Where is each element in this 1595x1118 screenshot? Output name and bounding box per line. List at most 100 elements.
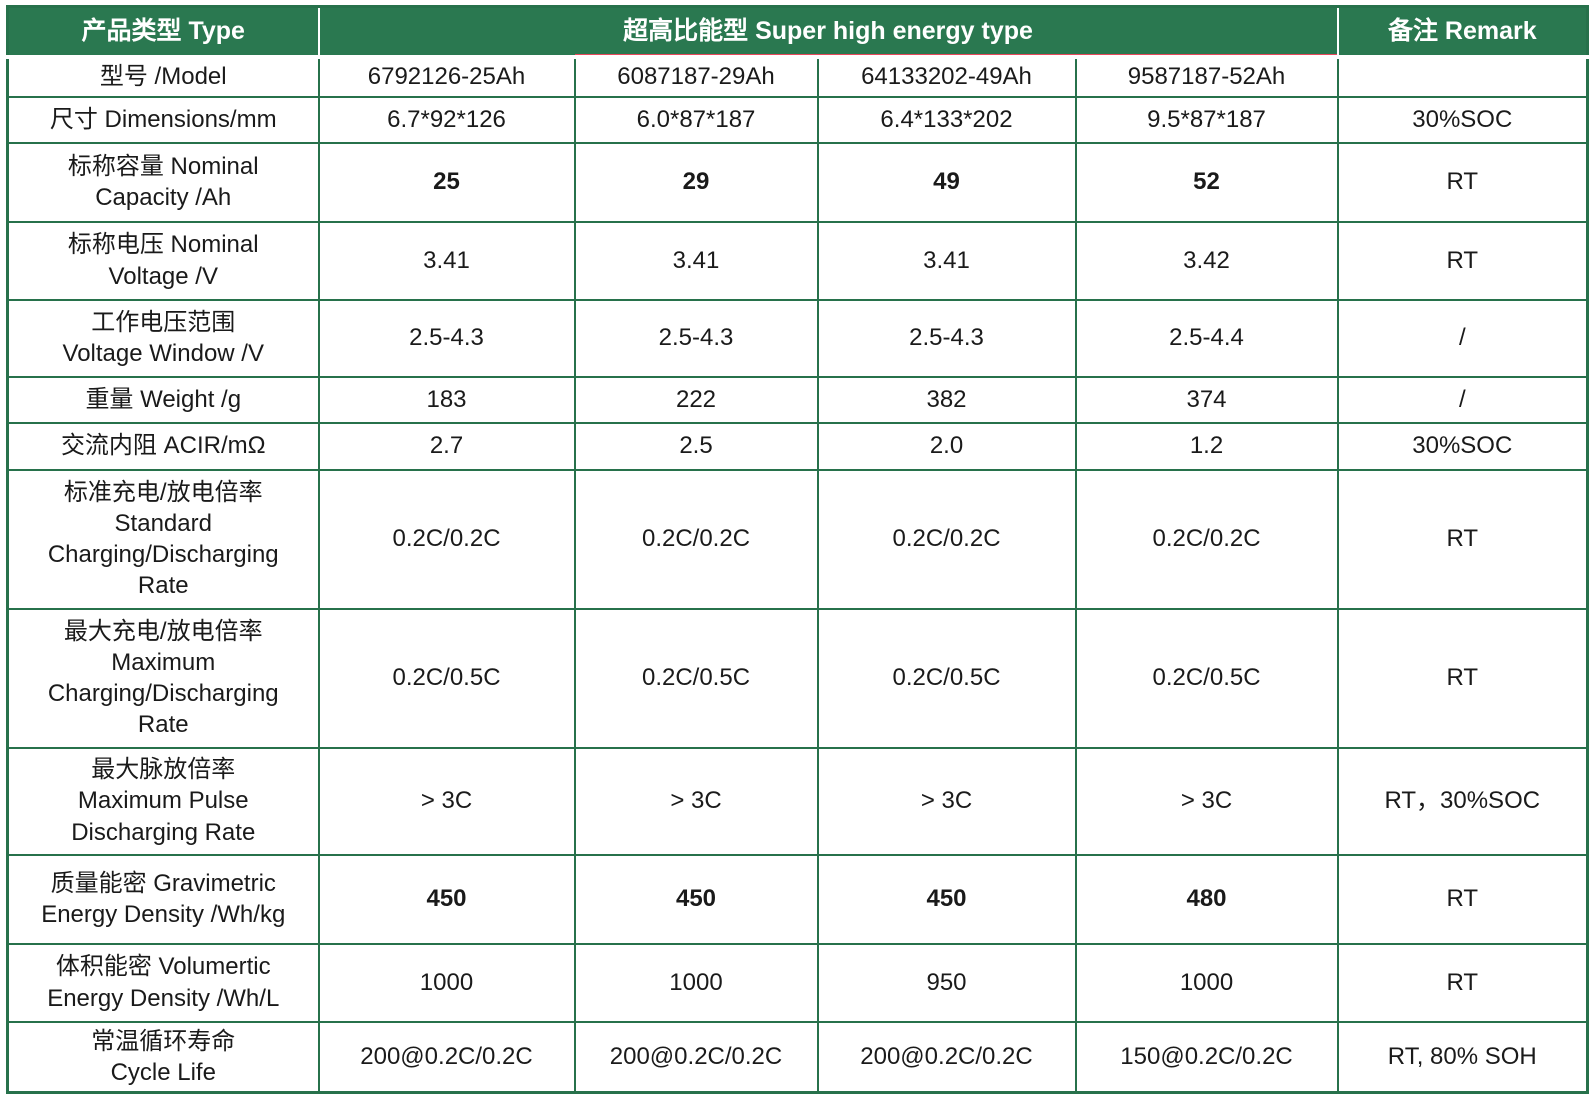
row-label: 标准充电/放电倍率 Standard Charging/Discharging …: [6, 468, 320, 610]
value-cell: 29: [573, 141, 819, 223]
row-model: 型号 /Model 6792126-25Ah 6087187-29Ah 6413…: [6, 55, 1589, 98]
value-cell: 200@0.2C/0.2C: [573, 1020, 819, 1094]
value-cell: 2.5-4.3: [573, 298, 819, 378]
value-cell: 2.5-4.3: [317, 298, 576, 378]
value-cell: 3.41: [573, 220, 819, 301]
value-cell: > 3C: [816, 746, 1077, 856]
row-weight: 重量 Weight /g 183 222 382 374 /: [6, 375, 1589, 424]
remark-cell: RT，30%SOC: [1336, 746, 1589, 856]
value-cell: 450: [573, 853, 819, 945]
value-cell: 0.2C/0.5C: [573, 607, 819, 749]
header-remark-label: 备注 Remark: [1387, 17, 1537, 45]
row-standard-rate: 标准充电/放电倍率 Standard Charging/Discharging …: [6, 468, 1589, 610]
header-group-label: 超高比能型 Super high energy type: [623, 17, 1033, 45]
value-cell: 52: [1074, 141, 1339, 223]
row-label: 重量 Weight /g: [6, 375, 320, 424]
value-cell: 450: [317, 853, 576, 945]
row-label: 标称电压 Nominal Voltage /V: [6, 220, 320, 301]
value-cell: 200@0.2C/0.2C: [317, 1020, 576, 1094]
remark-cell: RT: [1336, 141, 1589, 223]
value-cell: 2.5: [573, 421, 819, 471]
value-cell: 3.41: [816, 220, 1077, 301]
value-cell: 2.5-4.4: [1074, 298, 1339, 378]
value-cell: 382: [816, 375, 1077, 424]
header-product-type: 产品类型 Type: [6, 5, 320, 59]
row-pulse-rate: 最大脉放倍率 Maximum Pulse Discharging Rate > …: [6, 746, 1589, 856]
value-cell: 0.2C/0.5C: [816, 607, 1077, 749]
value-cell: 6.7*92*126: [317, 95, 576, 144]
row-nominal-capacity: 标称容量 Nominal Capacity /Ah 25 29 49 52 RT: [6, 141, 1589, 223]
row-label: 质量能密 Gravimetric Energy Density /Wh/kg: [6, 853, 320, 945]
row-label: 最大充电/放电倍率 Maximum Charging/Discharging R…: [6, 607, 320, 749]
row-label: 常温循环寿命 Cycle Life: [6, 1020, 320, 1094]
row-voltage-window: 工作电压范围 Voltage Window /V 2.5-4.3 2.5-4.3…: [6, 298, 1589, 378]
value-cell: 49: [816, 141, 1077, 223]
value-cell: 0.2C/0.2C: [1074, 468, 1339, 610]
value-cell: 1000: [573, 942, 819, 1023]
value-cell: 0.2C/0.2C: [816, 468, 1077, 610]
value-cell: 1.2: [1074, 421, 1339, 471]
value-cell: 0.2C/0.5C: [1074, 607, 1339, 749]
header-remark: 备注 Remark: [1336, 5, 1589, 59]
remark-cell: [1336, 55, 1589, 98]
value-cell: 6792126-25Ah: [317, 55, 576, 98]
header-row: 产品类型 Type 超高比能型 Super high energy type 备…: [6, 5, 1589, 59]
remark-cell: RT, 80% SOH: [1336, 1020, 1589, 1094]
value-cell: 450: [816, 853, 1077, 945]
value-cell: 0.2C/0.2C: [573, 468, 819, 610]
row-dimensions: 尺寸 Dimensions/mm 6.7*92*126 6.0*87*187 6…: [6, 95, 1589, 144]
value-cell: 2.5-4.3: [816, 298, 1077, 378]
value-cell: 2.0: [816, 421, 1077, 471]
value-cell: 1000: [1074, 942, 1339, 1023]
value-cell: 25: [317, 141, 576, 223]
value-cell: 374: [1074, 375, 1339, 424]
row-label: 型号 /Model: [6, 55, 320, 98]
value-cell: 6087187-29Ah: [573, 55, 819, 98]
row-maximum-rate: 最大充电/放电倍率 Maximum Charging/Discharging R…: [6, 607, 1589, 749]
value-cell: 1000: [317, 942, 576, 1023]
value-cell: > 3C: [573, 746, 819, 856]
value-cell: 6.4*133*202: [816, 95, 1077, 144]
row-label: 最大脉放倍率 Maximum Pulse Discharging Rate: [6, 746, 320, 856]
row-label: 尺寸 Dimensions/mm: [6, 95, 320, 144]
remark-cell: RT: [1336, 468, 1589, 610]
value-cell: 183: [317, 375, 576, 424]
value-cell: 3.42: [1074, 220, 1339, 301]
row-volumetric-density: 体积能密 Volumertic Energy Density /Wh/L 100…: [6, 942, 1589, 1023]
value-cell: 3.41: [317, 220, 576, 301]
value-cell: 0.2C/0.5C: [317, 607, 576, 749]
value-cell: 2.7: [317, 421, 576, 471]
row-gravimetric-density: 质量能密 Gravimetric Energy Density /Wh/kg 4…: [6, 853, 1589, 945]
value-cell: > 3C: [1074, 746, 1339, 856]
battery-spec-table: 产品类型 Type 超高比能型 Super high energy type 备…: [6, 5, 1590, 1094]
value-cell: > 3C: [317, 746, 576, 856]
value-cell: 64133202-49Ah: [816, 55, 1077, 98]
value-cell: 150@0.2C/0.2C: [1074, 1020, 1339, 1094]
row-label: 标称容量 Nominal Capacity /Ah: [6, 141, 320, 223]
header-group-super-high-energy: 超高比能型 Super high energy type: [317, 5, 1339, 59]
value-cell: 200@0.2C/0.2C: [816, 1020, 1077, 1094]
row-label: 工作电压范围 Voltage Window /V: [6, 298, 320, 378]
remark-cell: RT: [1336, 607, 1589, 749]
value-cell: 9.5*87*187: [1074, 95, 1339, 144]
remark-cell: RT: [1336, 853, 1589, 945]
value-cell: 9587187-52Ah: [1074, 55, 1339, 98]
row-label: 交流内阻 ACIR/mΩ: [6, 421, 320, 471]
remark-cell: RT: [1336, 220, 1589, 301]
remark-cell: /: [1336, 375, 1589, 424]
remark-cell: 30%SOC: [1336, 421, 1589, 471]
value-cell: 480: [1074, 853, 1339, 945]
row-cycle-life: 常温循环寿命 Cycle Life 200@0.2C/0.2C 200@0.2C…: [6, 1020, 1589, 1094]
remark-cell: 30%SOC: [1336, 95, 1589, 144]
value-cell: 950: [816, 942, 1077, 1023]
value-cell: 0.2C/0.2C: [317, 468, 576, 610]
row-acir: 交流内阻 ACIR/mΩ 2.7 2.5 2.0 1.2 30%SOC: [6, 421, 1589, 471]
remark-cell: /: [1336, 298, 1589, 378]
remark-cell: RT: [1336, 942, 1589, 1023]
row-label: 体积能密 Volumertic Energy Density /Wh/L: [6, 942, 320, 1023]
red-accent-underline: [575, 54, 1338, 57]
remark-header-green-extension: [1338, 54, 1588, 57]
value-cell: 6.0*87*187: [573, 95, 819, 144]
row-nominal-voltage: 标称电压 Nominal Voltage /V 3.41 3.41 3.41 3…: [6, 220, 1589, 301]
